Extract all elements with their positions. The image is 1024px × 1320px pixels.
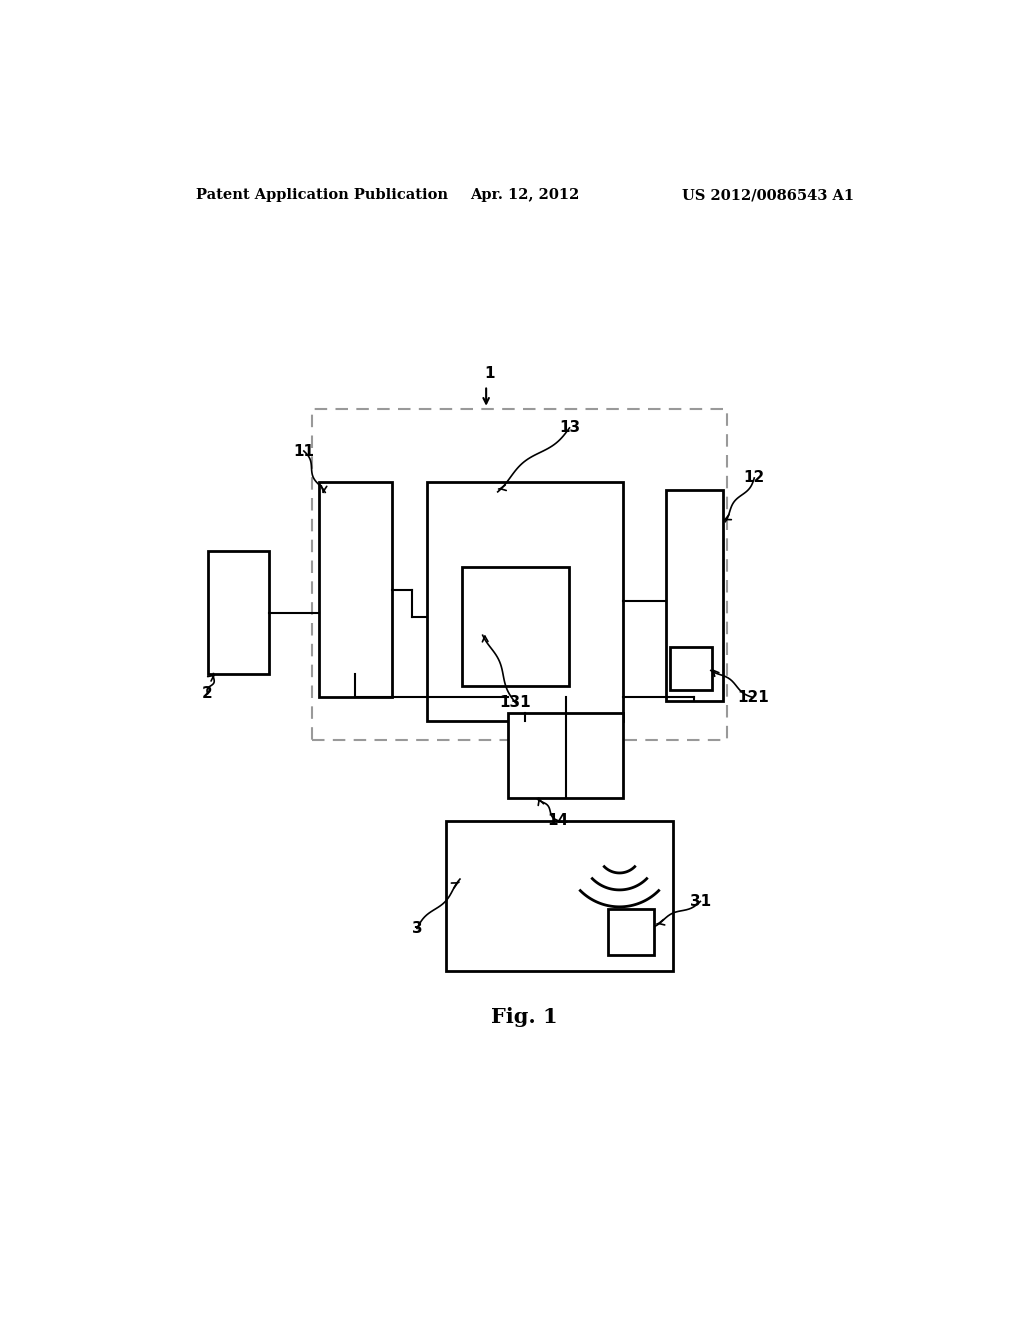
Text: 2: 2 <box>202 686 213 701</box>
Text: 12: 12 <box>743 470 765 486</box>
Bar <box>670 647 712 689</box>
Text: 121: 121 <box>737 690 769 705</box>
Text: 3: 3 <box>412 921 422 936</box>
Bar <box>462 566 569 686</box>
Bar <box>666 490 724 701</box>
Text: 11: 11 <box>293 444 314 458</box>
Text: Patent Application Publication: Patent Application Publication <box>196 189 449 202</box>
Bar <box>319 482 392 697</box>
Text: 1: 1 <box>484 367 496 381</box>
Bar <box>311 409 727 739</box>
Text: Apr. 12, 2012: Apr. 12, 2012 <box>470 189 580 202</box>
Bar <box>608 909 654 956</box>
Text: US 2012/0086543 A1: US 2012/0086543 A1 <box>682 189 854 202</box>
Bar <box>208 552 269 675</box>
Text: Fig. 1: Fig. 1 <box>492 1007 558 1027</box>
Text: 13: 13 <box>559 420 580 436</box>
Bar <box>508 713 624 797</box>
Text: 131: 131 <box>500 696 531 710</box>
Bar <box>427 482 624 721</box>
Text: 14: 14 <box>548 813 568 828</box>
Text: 31: 31 <box>690 894 711 909</box>
Bar <box>446 821 674 970</box>
